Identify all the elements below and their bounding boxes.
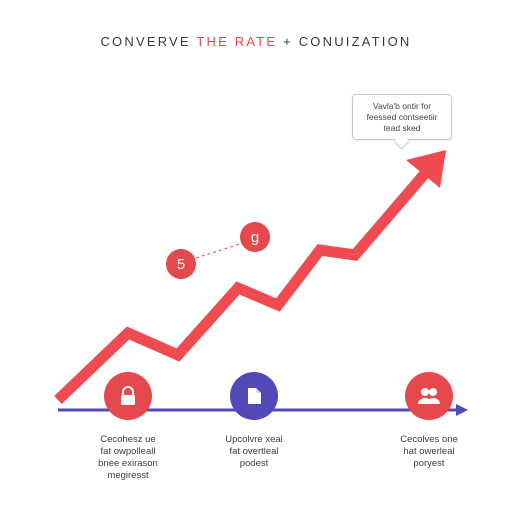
trend-arrowhead: [406, 150, 446, 188]
caption-line: fat overtleal: [229, 446, 279, 457]
milestone-1-caption: Cecohesz ue fat owpolleall bnee exirason…: [68, 434, 188, 482]
bubble-right: g: [240, 222, 270, 252]
caption-line: Cecohesz ue: [100, 434, 156, 445]
caption-line: hat owerleal: [403, 446, 455, 457]
title-part-2: + CONUIZATION: [277, 34, 412, 49]
callout-line-2: feessed contseetiir: [366, 112, 438, 122]
caption-line: poryest: [413, 458, 445, 469]
bubble-left: 5: [166, 249, 196, 279]
milestone-3-caption: Cecolves one hat owerleal poryest: [369, 434, 489, 470]
milestone-3: [405, 372, 453, 420]
bubble-connector: [195, 243, 241, 259]
document-icon: [248, 388, 261, 404]
milestone-2-caption: Upcolvre xeal fat overtleal podest: [194, 434, 314, 470]
lock-icon: [121, 386, 135, 405]
title-part-1: CONVERVE: [100, 34, 197, 49]
caption-line: podest: [239, 458, 269, 469]
caption-line: fat owpolleall: [100, 446, 156, 457]
milestone-2: [230, 372, 278, 420]
callout-box: Vavla'b ontir for feessed contseetiir te…: [352, 94, 452, 140]
milestone-1: [104, 372, 152, 420]
callout-line-1: Vavla'b ontir for: [372, 101, 432, 111]
caption-line: bnee exirason: [98, 458, 158, 469]
trend-line: [54, 166, 433, 404]
diagram-title: CONVERVE THE RATE + CONUIZATION: [0, 34, 512, 49]
caption-line: Cecolves one: [400, 434, 458, 445]
title-accent: THE RATE: [196, 34, 278, 49]
timeline-arrowhead: [456, 404, 468, 416]
caption-line: Upcolvre xeal: [225, 434, 283, 445]
callout-line-3: tead sked: [383, 123, 421, 133]
caption-line: megiresst: [107, 470, 149, 481]
users-icon: [418, 388, 440, 404]
